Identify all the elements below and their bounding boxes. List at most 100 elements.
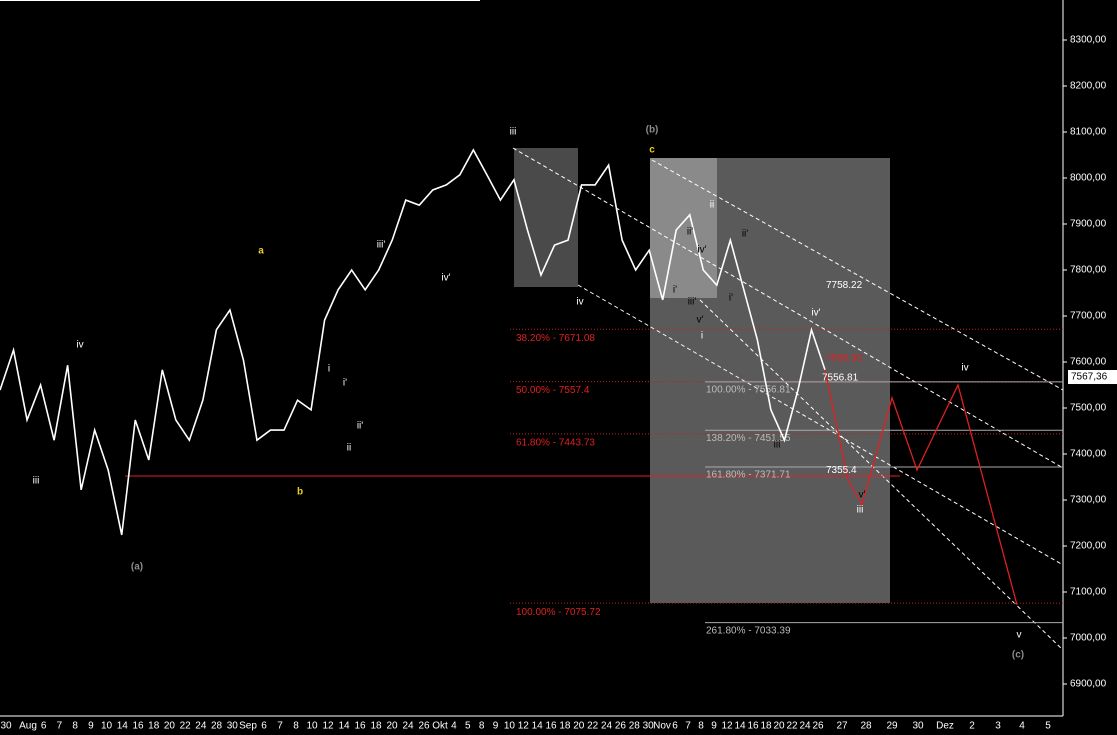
wave-label: iii xyxy=(774,440,781,451)
wave-label: v xyxy=(1017,630,1022,641)
wave-label: i' xyxy=(729,293,733,304)
x-tick-label: 7 xyxy=(57,721,63,732)
x-tick-label: Okt xyxy=(432,721,448,732)
x-tick-label: 6 xyxy=(261,721,267,732)
shaded-zone xyxy=(650,158,717,298)
price-note: 7598.90 xyxy=(826,353,863,364)
fib-label: 161.80% - 7371.71 xyxy=(706,470,791,481)
x-tick-label: 14 xyxy=(734,721,746,732)
x-tick-label: 12 xyxy=(322,721,334,732)
x-tick-label: 26 xyxy=(418,721,430,732)
x-tick-label: 24 xyxy=(601,721,613,732)
y-tick-label: 7100,00 xyxy=(1070,587,1107,598)
wave-label: v' xyxy=(859,490,866,501)
y-tick-label: 6900,00 xyxy=(1070,679,1107,690)
x-tick-label: 22 xyxy=(786,721,798,732)
x-tick-label: 18 xyxy=(370,721,382,732)
fib-label: 50.00% - 7557.4 xyxy=(516,385,590,396)
wave-label: iii' xyxy=(688,297,697,308)
x-tick-label: 10 xyxy=(306,721,318,732)
fib-label: 138.20% - 7451.55 xyxy=(706,433,791,444)
x-tick-label: 9 xyxy=(493,721,499,732)
projection-line xyxy=(824,369,1018,606)
price-note: 7758.22 xyxy=(826,280,863,291)
x-tick-label: 10 xyxy=(504,721,516,732)
x-tick-label: 16 xyxy=(545,721,557,732)
x-tick-label: 24 xyxy=(402,721,414,732)
wave-label: ii xyxy=(710,200,714,211)
wave-label: iii xyxy=(510,127,517,138)
wave-label: i' xyxy=(673,285,677,296)
x-tick-label: 30 xyxy=(0,721,12,732)
wave-label: iv xyxy=(76,340,83,351)
x-tick-label: 30 xyxy=(227,721,239,732)
price-note: 7556.81 xyxy=(822,373,859,384)
wave-label: iii xyxy=(33,476,40,487)
x-tick-label: 8 xyxy=(698,721,704,732)
x-tick-label: 3 xyxy=(995,721,1001,732)
wave-label: iv xyxy=(576,297,583,308)
x-tick-label: 24 xyxy=(799,721,811,732)
x-tick-label: 8 xyxy=(293,721,299,732)
price-line xyxy=(0,148,826,536)
x-tick-label: 5 xyxy=(1045,721,1051,732)
wave-label: i' xyxy=(343,378,347,389)
last-price-label: 7567,36 xyxy=(1071,372,1108,383)
fib-label: 61.80% - 7443.73 xyxy=(516,438,595,449)
x-tick-label: 14 xyxy=(117,721,129,732)
x-tick-label: 4 xyxy=(1019,721,1025,732)
x-tick-label: 4 xyxy=(451,721,457,732)
last-price-tag xyxy=(1068,370,1117,385)
x-tick-label: 20 xyxy=(573,721,585,732)
x-tick-label: 16 xyxy=(747,721,759,732)
y-tick-label: 7800,00 xyxy=(1070,265,1107,276)
y-tick-label: 7700,00 xyxy=(1070,311,1107,322)
wave-label: v' xyxy=(697,315,704,326)
x-tick-label: 20 xyxy=(164,721,176,732)
x-tick-label: 28 xyxy=(629,721,641,732)
x-tick-label: 6 xyxy=(41,721,47,732)
wave-label: (c) xyxy=(1012,650,1024,661)
x-tick-label: 22 xyxy=(587,721,599,732)
fib-label: 38.20% - 7671.08 xyxy=(516,333,595,344)
x-tick-label: 12 xyxy=(721,721,733,732)
wave-label: i xyxy=(328,364,330,375)
wave-label: (b) xyxy=(646,125,659,136)
wave-label: iv xyxy=(961,363,968,374)
x-tick-label: 29 xyxy=(886,721,898,732)
wave-label: iv' xyxy=(441,273,450,284)
y-tick-label: 7000,00 xyxy=(1070,633,1107,644)
y-tick-label: 8000,00 xyxy=(1070,173,1107,184)
fib-label: 261.80% - 7033.39 xyxy=(706,625,791,636)
wave-label: i xyxy=(701,331,703,342)
x-tick-label: Aug xyxy=(19,721,37,732)
channel-line xyxy=(512,147,1064,469)
x-tick-label: 28 xyxy=(211,721,223,732)
wave-label: c xyxy=(649,145,655,156)
x-tick-label: 12 xyxy=(518,721,530,732)
price-note: 7355.4 xyxy=(826,465,857,476)
x-tick-label: 18 xyxy=(559,721,571,732)
x-tick-label: 30 xyxy=(912,721,924,732)
wave-label: iv' xyxy=(811,308,820,319)
wave-label: ii' xyxy=(357,421,363,432)
wave-label: iii' xyxy=(377,240,386,251)
wave-label: ii' xyxy=(687,227,693,238)
y-tick-label: 8300,00 xyxy=(1070,35,1107,46)
x-tick-label: 18 xyxy=(148,721,160,732)
x-tick-label: 14 xyxy=(338,721,350,732)
y-tick-label: 7300,00 xyxy=(1070,495,1107,506)
x-tick-label: 16 xyxy=(132,721,144,732)
x-tick-label: Nov xyxy=(653,721,671,732)
y-tick-label: 7500,00 xyxy=(1070,403,1107,414)
x-tick-label: 16 xyxy=(354,721,366,732)
y-tick-label: 8200,00 xyxy=(1070,81,1107,92)
y-tick-label: 7200,00 xyxy=(1070,541,1107,552)
y-tick-label: 8100,00 xyxy=(1070,127,1107,138)
x-tick-label: 26 xyxy=(615,721,627,732)
fib-label: 100.00% - 7075.72 xyxy=(516,607,601,618)
x-tick-label: 26 xyxy=(812,721,824,732)
wave-label: a xyxy=(258,246,264,257)
x-tick-label: 6 xyxy=(672,721,678,732)
